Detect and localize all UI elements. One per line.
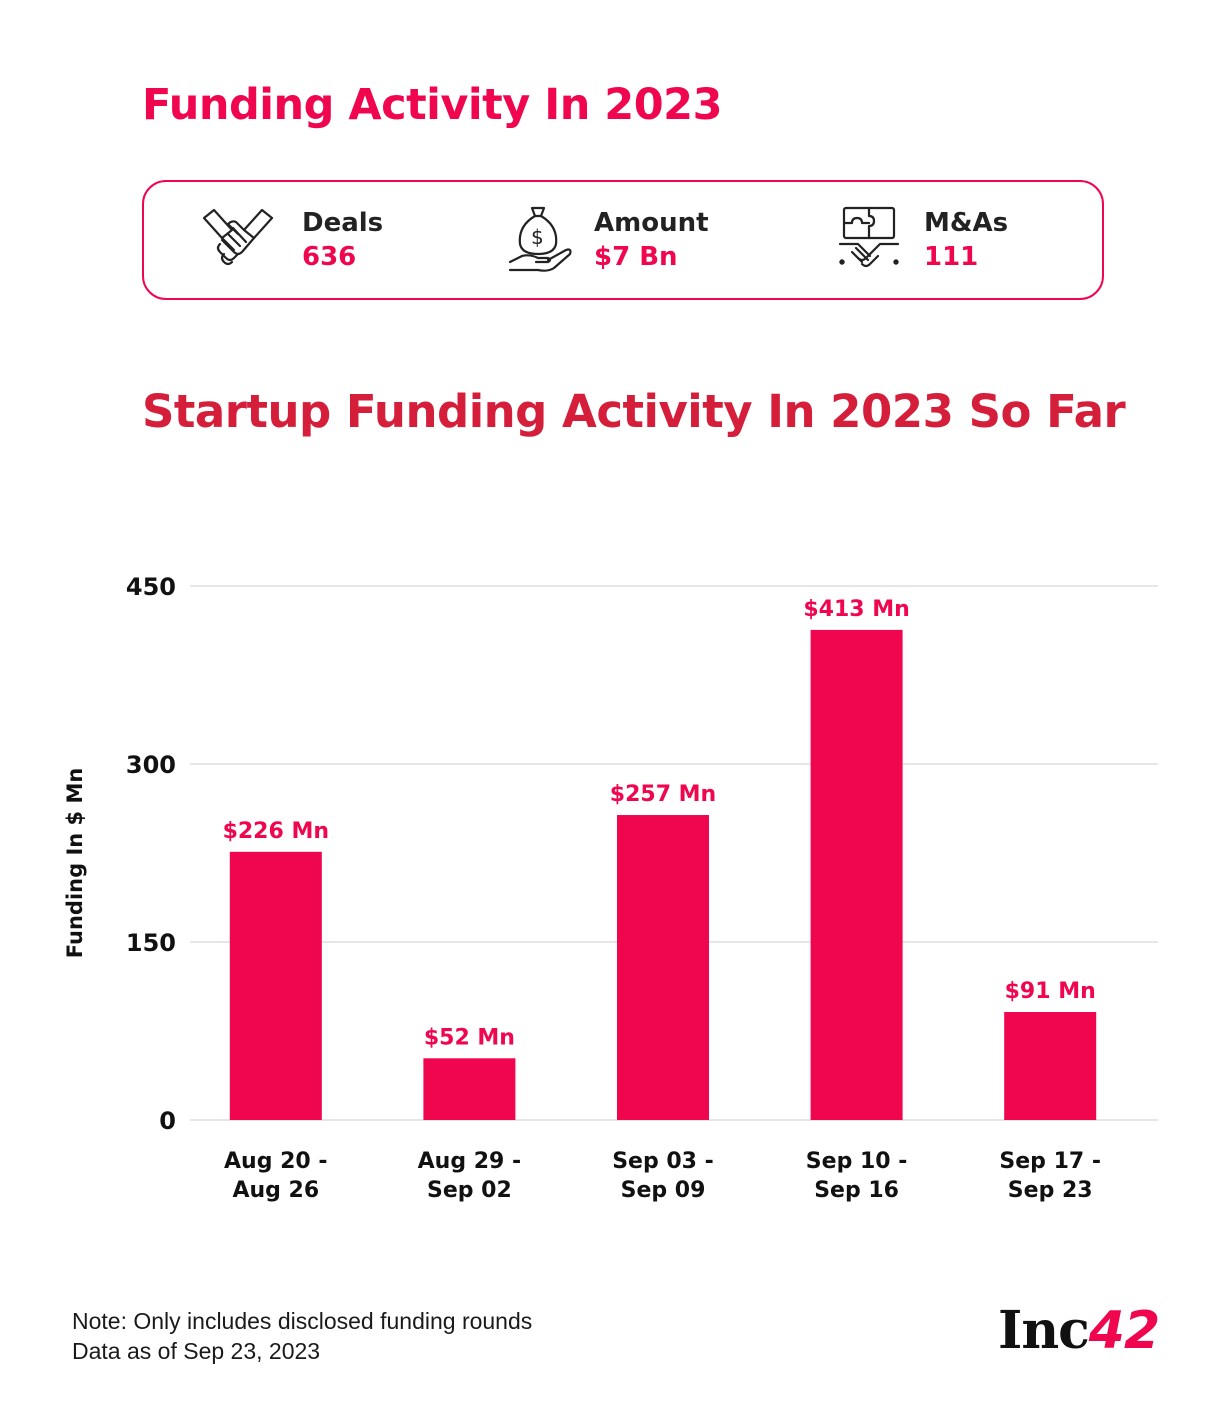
x-tick-label: Sep 23 <box>1008 1178 1093 1203</box>
bar <box>810 629 903 1120</box>
page-title: Funding Activity In 2023 <box>142 80 723 130</box>
logo-text: Inc <box>998 1300 1090 1361</box>
x-tick-label: Aug 20 - <box>224 1149 328 1174</box>
chart-title: Startup Funding Activity In 2023 So Far <box>142 385 1126 438</box>
x-tick-label: Aug 26 <box>232 1178 319 1203</box>
stat-amount-label: Amount <box>594 208 709 238</box>
y-tick-label: 450 <box>126 573 176 601</box>
handshake-icon <box>202 208 274 266</box>
stat-mas-value: 111 <box>924 242 979 272</box>
data-label: $91 Mn <box>1005 979 1096 1004</box>
bar <box>1004 1012 1097 1120</box>
bar <box>229 851 322 1120</box>
x-tick-label: Sep 10 - <box>806 1149 908 1174</box>
x-tick-label: Sep 09 <box>621 1178 706 1203</box>
y-tick-label: 300 <box>126 751 176 779</box>
y-tick-label: 150 <box>126 929 176 957</box>
stats-summary-box: Deals 636 $ Amount $7 Bn M&As 111 <box>142 180 1104 300</box>
data-label: $52 Mn <box>424 1025 515 1050</box>
data-label: $413 Mn <box>803 597 909 622</box>
footnote: Note: Only includes disclosed funding ro… <box>72 1306 532 1366</box>
y-tick-label: 0 <box>159 1107 176 1135</box>
x-tick-label: Sep 16 <box>814 1178 899 1203</box>
x-tick-label: Sep 17 - <box>999 1149 1101 1174</box>
stat-deals-value: 636 <box>302 242 357 272</box>
bar <box>423 1058 516 1120</box>
x-tick-label: Sep 02 <box>427 1178 512 1203</box>
stat-deals-label: Deals <box>302 208 384 238</box>
stat-mas-label: M&As <box>924 208 1009 238</box>
data-label: $226 Mn <box>223 819 329 844</box>
inc42-logo: Inc42 <box>998 1300 1160 1361</box>
y-axis-label: Funding In $ Mn <box>63 768 87 959</box>
data-label: $257 Mn <box>610 782 716 807</box>
note-line-2: Data as of Sep 23, 2023 <box>72 1338 321 1364</box>
note-line-1: Note: Only includes disclosed funding ro… <box>72 1308 533 1334</box>
logo-number: 42 <box>1088 1301 1160 1361</box>
svg-text:$: $ <box>531 225 544 249</box>
puzzle-handshake-icon <box>838 206 900 268</box>
money-bag-hand-icon: $ <box>508 206 572 272</box>
bar <box>617 815 709 1120</box>
bar-chart: 0 150 300 450 Funding In $ Mn $226 Mn Aug 20 -… <box>63 573 1158 1203</box>
x-tick-label: Sep 03 - <box>612 1149 714 1174</box>
stat-amount-value: $7 Bn <box>594 242 678 272</box>
x-tick-label: Aug 29 - <box>418 1149 522 1174</box>
